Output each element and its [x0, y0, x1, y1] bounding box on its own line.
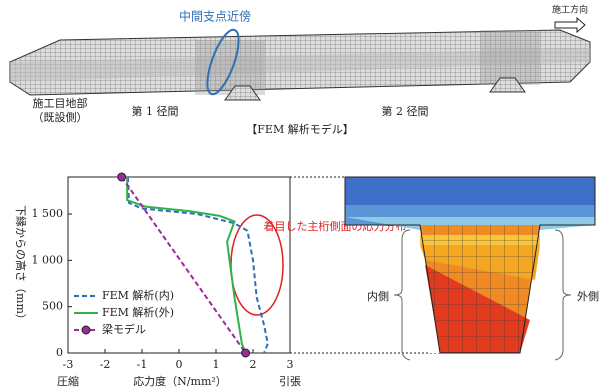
marker: [118, 173, 126, 181]
callout: 中間支点近傍: [179, 9, 251, 24]
x-axis-label: 応力度（N/mm²）: [133, 374, 227, 388]
y-tick-label: 1 000: [32, 253, 64, 266]
x-tick-label: -3: [63, 358, 74, 371]
y-tick-label: 1 500: [32, 207, 64, 220]
x-tick-label: 3: [287, 358, 294, 371]
legend-label: 梁モデル: [102, 322, 146, 336]
x-tick-label: -2: [100, 358, 111, 371]
legend-marker: [82, 326, 90, 334]
caption: 【FEM 解析モデル】: [246, 122, 353, 136]
outer-label: 外側: [577, 290, 599, 303]
stress-contour: [290, 177, 595, 360]
joint-note: （既設側）: [33, 110, 88, 124]
figure: 中間支点近傍 施工方向 施工目地部 （既設側） 第 1 径間 第 2 径間 【F…: [0, 0, 603, 392]
span-label: 第 2 径間: [382, 104, 429, 118]
fem-mesh: [10, 18, 590, 100]
x-note: 引張: [279, 374, 301, 388]
y-tick-label: 500: [42, 300, 63, 313]
joint: 施工目地部: [33, 96, 88, 110]
y-axis-label: 下縁からの高さ（mm）: [14, 205, 28, 325]
y-tick-label: 0: [56, 346, 63, 359]
direction: 施工方向: [552, 4, 588, 16]
inner-label: 内側: [367, 289, 389, 303]
x-tick-label: 1: [213, 358, 220, 371]
x-tick-label: 2: [250, 358, 257, 371]
span-label: 第 1 径間: [132, 104, 179, 118]
legend-label: FEM 解析(外): [102, 305, 174, 319]
x-note: 圧縮: [57, 374, 79, 388]
legend-label: FEM 解析(内): [102, 288, 174, 302]
series-line: [128, 177, 268, 353]
x-tick-label: 0: [176, 358, 183, 371]
marker: [242, 349, 250, 357]
x-tick-label: -1: [137, 358, 148, 371]
